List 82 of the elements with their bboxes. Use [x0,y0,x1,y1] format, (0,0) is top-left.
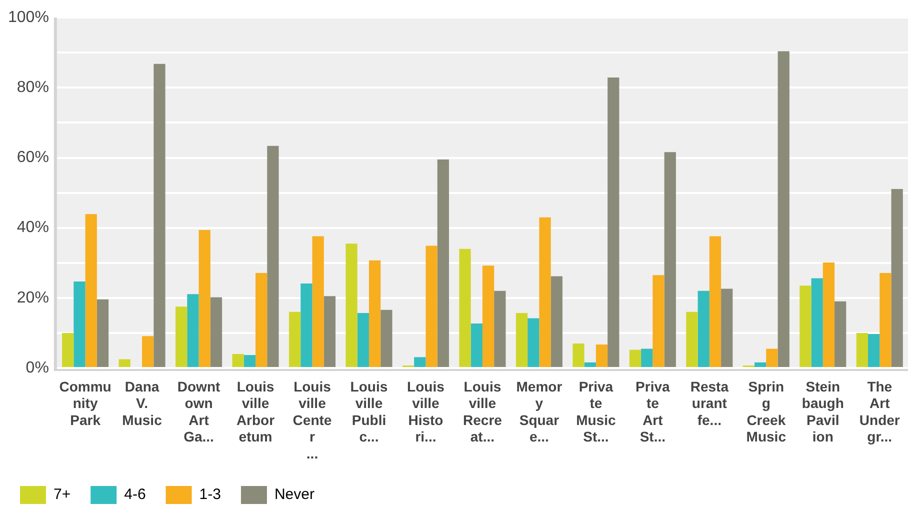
bar [891,188,903,367]
x-tick-label: Louisville Recreat... [463,378,502,445]
x-tick-label: Louisville Histori... [407,378,445,445]
x-tick-label: Community Park [59,378,112,428]
bar [596,344,608,367]
bar [300,284,312,367]
bar [368,260,381,367]
bar [482,266,494,367]
x-tick-label: Restaurant fe... [690,378,729,428]
legend-label: Never [274,486,314,504]
bar [210,297,222,367]
bar [459,248,471,367]
bar [629,350,642,367]
legend-label: 4-6 [124,486,146,504]
x-tick-label: Louisville Center ... [292,378,332,462]
bar [822,262,835,367]
bar [698,290,710,367]
x-tick-label: Louisville Public... [350,378,388,445]
bar [539,217,551,367]
bar [154,64,166,367]
bar [346,244,358,367]
bar [96,299,109,367]
bar [470,324,482,367]
bar [584,362,596,367]
bar [754,362,766,367]
bar [426,246,438,367]
x-tick-label: The Art Undergr... [859,378,900,445]
bar [357,312,369,367]
x-tick-label: Memory Square... [516,378,563,445]
bar [856,332,868,367]
y-tick-label: 40% [16,219,49,236]
bar [834,301,846,367]
bar [550,276,562,367]
bar [778,51,790,367]
bar [766,348,778,367]
bar [312,236,324,367]
bar [437,160,449,367]
bar [288,312,301,367]
bar [256,273,268,367]
bar [187,294,199,367]
x-tick-label: Downtown Art Ga... [177,378,220,445]
bar [652,275,664,367]
x-tick-label: Dana V. Music [122,378,162,428]
bar [380,310,392,367]
bar [494,290,506,367]
bar [74,281,86,367]
y-tick-label: 20% [16,289,49,306]
bar [686,312,698,367]
bar [142,336,154,367]
bar [414,357,426,367]
bar [62,332,74,367]
y-tick-label: 0% [26,359,49,376]
bar [868,334,880,367]
bar [721,288,733,367]
bar [641,348,653,367]
bar [709,236,722,367]
bar [811,278,823,367]
x-tick-label: Louisville Arboretum [236,378,276,445]
bar [176,306,188,367]
bar [244,355,256,367]
bar [528,318,540,367]
bar [880,273,892,367]
bar [198,230,210,367]
x-tick-label: Steinbaugh Pavilion [802,378,844,445]
x-tick-label: Private Music St... [576,378,616,445]
y-tick-label: 60% [16,149,49,166]
bar [324,296,336,367]
x-tick-label: Private Art St... [636,378,670,445]
bar [664,152,676,367]
y-tick-label: 100% [8,9,49,26]
bar [572,343,584,367]
bar [85,214,97,367]
bar [608,78,620,367]
bar [516,312,528,367]
legend-label: 7+ [54,486,71,504]
bar [118,359,130,367]
legend-label: 1-3 [199,486,221,504]
bar [267,146,279,367]
bar [800,286,812,367]
bar [232,354,244,367]
x-tick-label: Spring Creek Music [746,378,786,445]
y-tick-label: 80% [16,79,49,96]
